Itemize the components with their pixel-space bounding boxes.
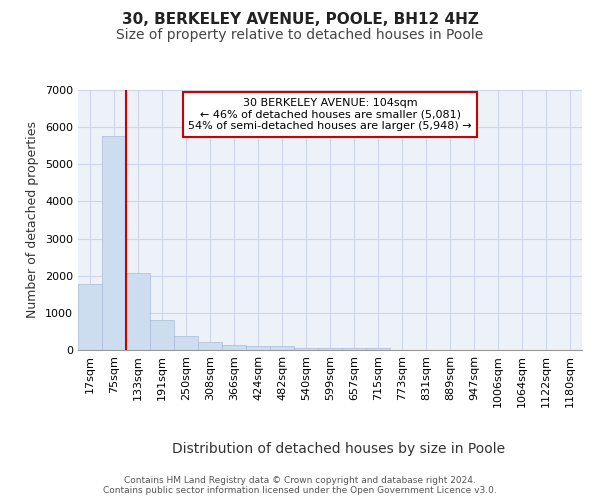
Bar	[342, 348, 366, 350]
Text: Distribution of detached houses by size in Poole: Distribution of detached houses by size …	[172, 442, 506, 456]
Bar	[126, 274, 150, 350]
Text: 30 BERKELEY AVENUE: 104sqm
← 46% of detached houses are smaller (5,081)
54% of s: 30 BERKELEY AVENUE: 104sqm ← 46% of deta…	[188, 98, 472, 131]
Bar	[222, 345, 246, 350]
Bar	[150, 320, 174, 350]
Bar	[246, 346, 270, 350]
Bar	[270, 346, 294, 350]
Bar	[198, 342, 222, 350]
Bar	[366, 348, 390, 350]
Y-axis label: Number of detached properties: Number of detached properties	[26, 122, 40, 318]
Text: Size of property relative to detached houses in Poole: Size of property relative to detached ho…	[116, 28, 484, 42]
Bar	[78, 284, 102, 350]
Bar	[102, 136, 126, 350]
Bar	[294, 348, 318, 350]
Bar	[174, 336, 198, 350]
Bar	[318, 348, 342, 350]
Text: 30, BERKELEY AVENUE, POOLE, BH12 4HZ: 30, BERKELEY AVENUE, POOLE, BH12 4HZ	[122, 12, 478, 28]
Text: Contains HM Land Registry data © Crown copyright and database right 2024.
Contai: Contains HM Land Registry data © Crown c…	[103, 476, 497, 495]
